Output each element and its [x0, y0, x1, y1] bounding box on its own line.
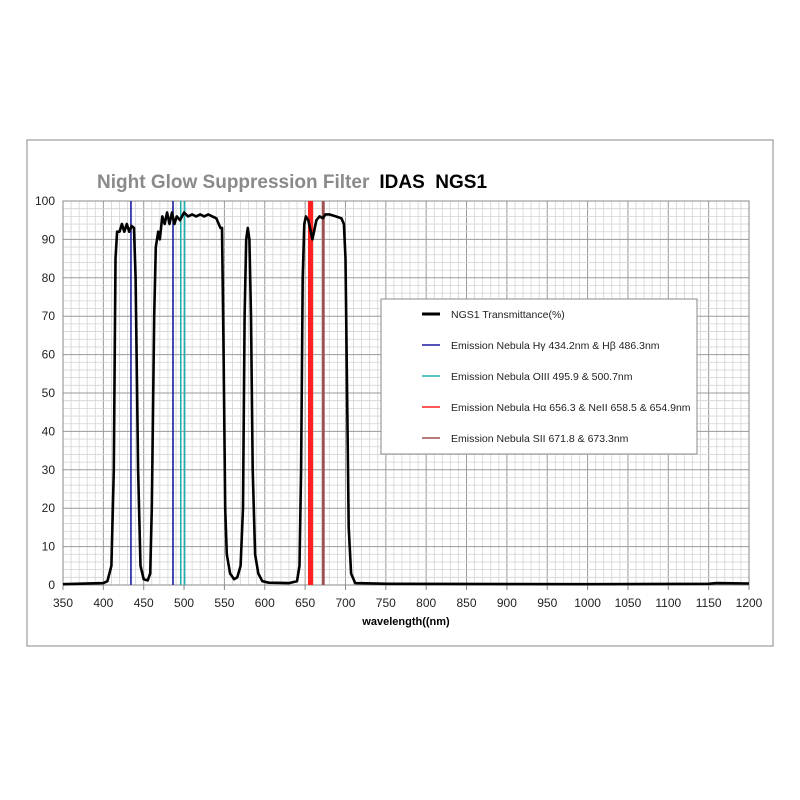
- x-tick-label: 1000: [574, 596, 601, 610]
- x-tick-label: 700: [335, 596, 355, 610]
- tick-labels: 350 400 450 500 550 600 650 700 750 800 850 900 950 1…: [35, 194, 763, 610]
- curve-layer: [62, 211, 750, 586]
- x-tick-label: 1100: [655, 596, 681, 610]
- legend-label: NGS1 Transmittance(%): [451, 309, 565, 321]
- y-tick-label: 10: [42, 540, 56, 554]
- x-tick-label: 950: [537, 596, 557, 610]
- legend-label: Emission Nebula OIII 495.9 & 500.7nm: [451, 371, 633, 383]
- y-tick-label: 50: [42, 386, 56, 400]
- y-tick-label: 80: [42, 271, 56, 285]
- legend-label: Emission Nebula Hα 656.3 & NeII 658.5 & …: [451, 402, 691, 414]
- x-tick-label: 750: [376, 596, 396, 610]
- x-axis-label: wavelength((nm): [361, 616, 450, 628]
- x-tick-label: 900: [497, 596, 517, 610]
- x-tick-label: 500: [174, 596, 194, 610]
- x-tick-label: 800: [416, 596, 436, 610]
- y-tick-label: 30: [42, 463, 56, 477]
- chart-title: Night Glow Suppression Filter IDAS NGS1: [97, 172, 487, 193]
- y-tick-label: 70: [42, 309, 56, 323]
- x-tick-label: 1150: [696, 596, 722, 610]
- y-tick-label: 40: [42, 424, 56, 438]
- y-tick-label: 90: [42, 232, 56, 246]
- legend: NGS1 Transmittance(%) Emission Nebula Hγ …: [380, 298, 698, 455]
- legend-label: Emission Nebula Hγ 434.2nm & Hβ 486.3nm: [451, 340, 660, 352]
- legend-label: Emission Nebula SII 671.8 & 673.3nm: [451, 433, 629, 445]
- y-tick-label: 20: [42, 501, 56, 515]
- x-tick-label: 350: [53, 596, 73, 610]
- transmittance-line: [62, 211, 750, 586]
- x-tick-label: 400: [93, 596, 113, 610]
- title-part2: IDAS NGS1: [379, 172, 487, 193]
- x-tick-label: 550: [214, 596, 234, 610]
- x-tick-label: 450: [134, 596, 154, 610]
- y-tick-label: 60: [42, 348, 56, 362]
- y-tick-label: 100: [35, 194, 55, 208]
- y-tick-label: 0: [48, 578, 55, 592]
- x-tick-label: 1200: [736, 596, 763, 610]
- x-tick-label: 600: [255, 596, 275, 610]
- x-tick-label: 650: [295, 596, 315, 610]
- x-tick-label: 850: [457, 596, 477, 610]
- emission-lines: [130, 201, 325, 585]
- title-part1: Night Glow Suppression Filter: [97, 172, 370, 193]
- x-tick-label: 1050: [615, 596, 642, 610]
